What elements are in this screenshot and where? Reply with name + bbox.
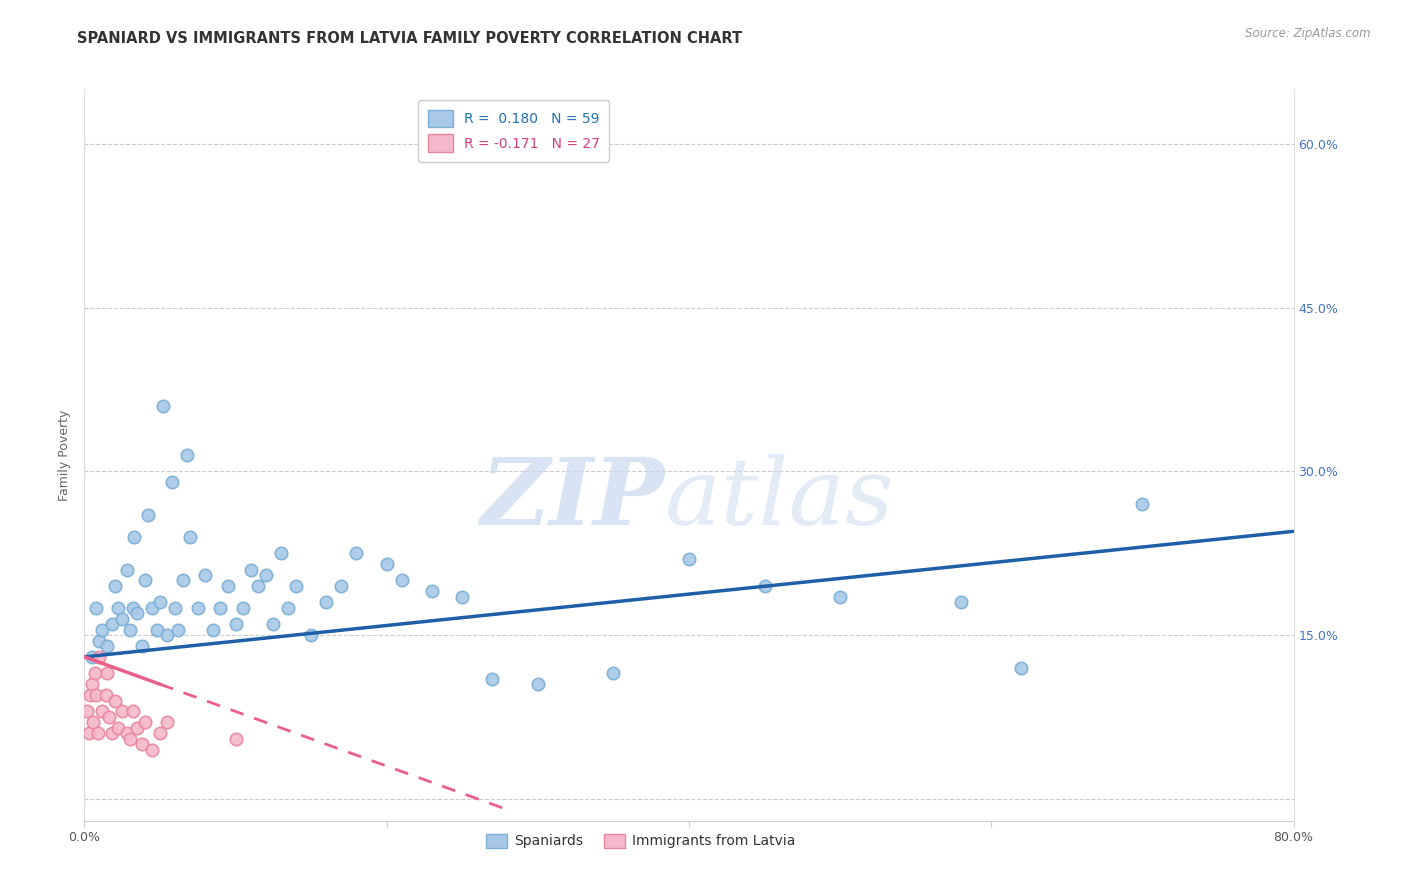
Point xyxy=(89,633,111,648)
Point xyxy=(481,672,503,686)
Point xyxy=(87,726,110,740)
Text: SPANIARD VS IMMIGRANTS FROM LATVIA FAMILY POVERTY CORRELATION CHART: SPANIARD VS IMMIGRANTS FROM LATVIA FAMIL… xyxy=(77,31,742,46)
Point xyxy=(127,606,149,620)
Point xyxy=(239,563,262,577)
Point xyxy=(152,399,174,413)
Point xyxy=(299,628,322,642)
Point xyxy=(131,639,153,653)
Point xyxy=(89,649,111,664)
Point xyxy=(527,677,550,691)
Point xyxy=(950,595,973,609)
Point xyxy=(217,579,239,593)
Point xyxy=(94,688,117,702)
Point xyxy=(262,617,284,632)
Point xyxy=(97,710,120,724)
Point xyxy=(115,726,138,740)
Point xyxy=(104,579,127,593)
Point xyxy=(107,600,129,615)
Point xyxy=(201,623,224,637)
Point xyxy=(79,688,101,702)
Point xyxy=(156,628,179,642)
Point xyxy=(111,612,134,626)
Point xyxy=(84,666,107,681)
Point xyxy=(131,737,153,751)
Point xyxy=(121,600,143,615)
Point xyxy=(678,551,700,566)
Point xyxy=(100,617,122,632)
Text: Source: ZipAtlas.com: Source: ZipAtlas.com xyxy=(1246,27,1371,40)
Point xyxy=(209,600,232,615)
Point xyxy=(391,574,413,588)
Point xyxy=(285,579,308,593)
Point xyxy=(270,546,292,560)
Point xyxy=(160,475,183,490)
Point xyxy=(602,666,624,681)
Point xyxy=(194,568,217,582)
Point xyxy=(86,600,108,615)
Text: ZIP: ZIP xyxy=(481,454,665,544)
Point xyxy=(232,600,254,615)
Point xyxy=(179,530,201,544)
Point xyxy=(830,590,852,604)
Point xyxy=(146,623,169,637)
Point xyxy=(86,688,108,702)
Point xyxy=(330,579,353,593)
Point xyxy=(77,726,100,740)
Point xyxy=(1130,497,1153,511)
Point xyxy=(96,639,118,653)
Point xyxy=(141,600,163,615)
Point xyxy=(141,742,163,756)
Point xyxy=(121,705,143,719)
Point xyxy=(118,623,141,637)
Point xyxy=(136,508,159,522)
Point xyxy=(225,617,247,632)
Point xyxy=(149,726,172,740)
Point xyxy=(187,600,209,615)
Point xyxy=(127,721,149,735)
Point xyxy=(149,595,172,609)
Point xyxy=(76,705,98,719)
Point xyxy=(172,574,194,588)
Point xyxy=(134,574,156,588)
Point xyxy=(156,715,179,730)
Point xyxy=(165,600,187,615)
Point xyxy=(91,705,114,719)
Text: atlas: atlas xyxy=(665,454,894,544)
Point xyxy=(451,590,474,604)
Point xyxy=(104,693,127,707)
Point xyxy=(1011,661,1033,675)
Point xyxy=(80,677,103,691)
Point xyxy=(346,546,368,560)
Point xyxy=(107,721,129,735)
Point xyxy=(111,705,134,719)
Y-axis label: Family Poverty: Family Poverty xyxy=(58,409,72,500)
Point xyxy=(315,595,337,609)
Point xyxy=(225,731,247,746)
Point xyxy=(277,600,299,615)
Point xyxy=(420,584,443,599)
Point xyxy=(118,731,141,746)
Point xyxy=(254,568,277,582)
Legend: Spaniards, Immigrants from Latvia: Spaniards, Immigrants from Latvia xyxy=(481,828,800,854)
Point xyxy=(115,563,138,577)
Point xyxy=(375,557,398,571)
Point xyxy=(100,726,122,740)
Point xyxy=(247,579,270,593)
Point xyxy=(167,623,190,637)
Point xyxy=(96,666,118,681)
Point xyxy=(82,715,104,730)
Point xyxy=(134,715,156,730)
Point xyxy=(122,530,145,544)
Point xyxy=(91,623,114,637)
Point xyxy=(80,649,103,664)
Point xyxy=(176,448,198,462)
Point xyxy=(754,579,776,593)
